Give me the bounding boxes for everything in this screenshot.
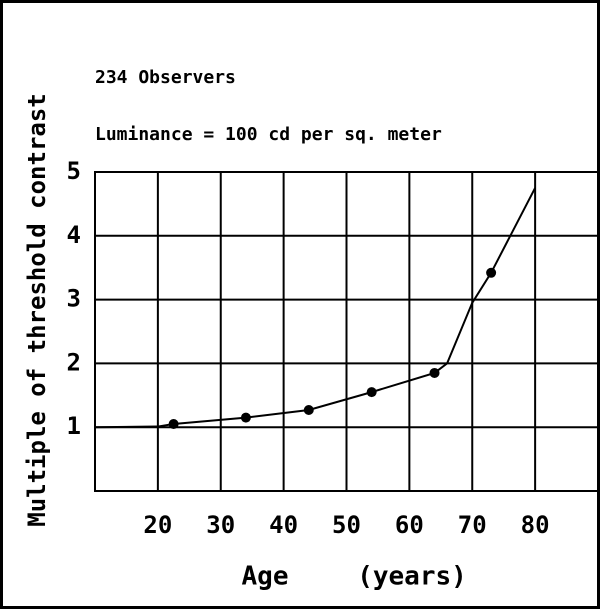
y-tick-label: 3 (67, 285, 81, 313)
x-tick-label: 80 (521, 511, 550, 539)
x-axis-unit: (years) (357, 562, 467, 592)
y-axis-label: Multiple of threshold contrast (23, 93, 51, 526)
y-tick-label: 4 (67, 221, 81, 249)
y-tick-label: 1 (67, 412, 81, 440)
x-tick-label: 70 (458, 511, 487, 539)
chart-title: 234 Observers (95, 67, 236, 88)
x-tick-label: 20 (143, 511, 172, 539)
x-tick-label: 30 (206, 511, 235, 539)
curve (94, 187, 537, 429)
x-tick-label: 60 (395, 511, 424, 539)
x-tick-label: 40 (269, 511, 298, 539)
y-tick-label: 5 (67, 157, 81, 185)
x-axis-label: Age (242, 562, 289, 592)
y-tick-label: 2 (67, 348, 81, 376)
x-tick-label: 50 (332, 511, 361, 539)
chart-subtitle: Luminance = 100 cd per sq. meter (95, 124, 442, 145)
